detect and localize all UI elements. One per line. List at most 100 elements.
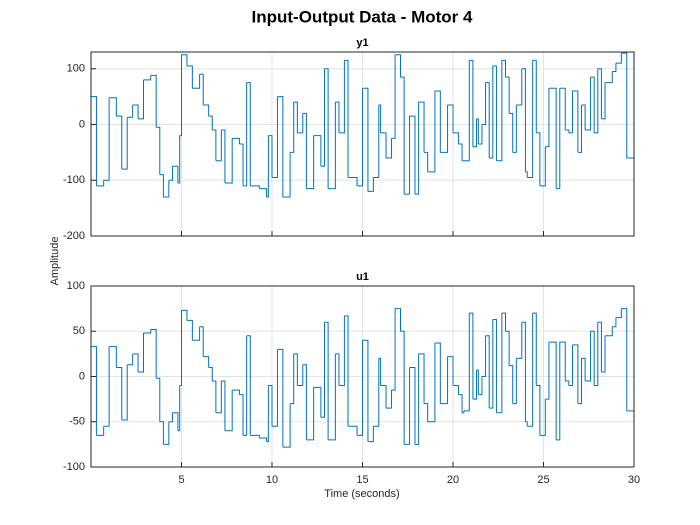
step-segment — [181, 309, 188, 321]
step-segment — [203, 356, 210, 368]
step-segment — [159, 174, 164, 197]
step-segment — [199, 73, 204, 105]
figure-title: Input-Output Data - Motor 4 — [252, 7, 474, 26]
series — [91, 308, 634, 448]
step-segment — [505, 330, 510, 366]
series — [91, 52, 634, 198]
step-segment — [516, 68, 523, 106]
y-tick-label: -200 — [63, 230, 85, 242]
step-segment — [386, 390, 392, 409]
step-segment — [418, 353, 425, 404]
step-segment — [556, 88, 561, 190]
step-segment — [395, 308, 402, 332]
step-segment — [612, 317, 617, 328]
step-segment — [400, 76, 405, 195]
step-segment — [221, 380, 226, 431]
step-segment — [357, 340, 363, 436]
step-segment — [156, 126, 161, 175]
step-segment — [109, 346, 117, 368]
step-segment — [545, 88, 550, 148]
step-segment — [324, 321, 329, 440]
axes: -100 -50 0 50 100 5 10 15 20 25 30 u1 — [63, 271, 640, 486]
y-axis-label: Amplitude — [49, 237, 61, 286]
y-tick-label: -50 — [69, 416, 85, 428]
step-segment — [168, 412, 173, 423]
subplot-title: u1 — [356, 271, 369, 283]
step-segment — [548, 87, 557, 189]
step-segment — [585, 331, 592, 382]
step-segment — [266, 135, 269, 198]
step-segment — [335, 101, 340, 133]
step-segment — [404, 116, 411, 195]
step-segment — [243, 335, 248, 436]
step-segment — [463, 313, 470, 412]
step-segment — [621, 308, 628, 411]
step-segment — [362, 87, 369, 192]
step-segment — [481, 82, 487, 125]
step-segment — [512, 358, 517, 405]
step-segment — [556, 342, 561, 441]
y-tick-label: -100 — [63, 174, 85, 186]
step-segment — [335, 353, 340, 386]
step-segment — [525, 421, 528, 427]
step-segment — [505, 76, 510, 114]
step-segment — [96, 426, 105, 436]
step-segment — [306, 387, 315, 441]
step-segment — [172, 412, 179, 431]
step-segment — [96, 180, 105, 187]
step-segment — [239, 143, 244, 186]
step-segment — [527, 60, 534, 178]
step-segment — [577, 358, 583, 405]
step-segment — [478, 124, 483, 145]
step-segment — [192, 74, 201, 89]
step-segment — [581, 357, 586, 382]
subplot-title: y1 — [356, 37, 368, 49]
y-tick-label: 0 — [79, 118, 85, 130]
x-tick-label: 25 — [537, 474, 549, 486]
step-segment — [572, 344, 579, 404]
step-segment — [121, 117, 128, 170]
step-segment — [585, 77, 592, 131]
step-segment — [313, 386, 322, 418]
step-segment — [328, 102, 336, 190]
step-segment — [232, 389, 240, 395]
step-segment — [532, 59, 537, 133]
y-tick-label: 0 — [79, 370, 85, 382]
step-segment — [138, 79, 144, 120]
step-segment — [481, 335, 487, 377]
step-segment — [612, 63, 617, 73]
step-segment — [306, 135, 315, 190]
step-segment — [380, 385, 387, 409]
step-segment — [386, 138, 392, 159]
axes: -200 -100 0 100 y1 — [63, 37, 635, 242]
step-segment — [259, 437, 268, 442]
step-segment — [559, 87, 566, 131]
step-segment — [250, 185, 260, 189]
y-tick-label: 50 — [73, 325, 85, 337]
step-segment — [536, 132, 541, 186]
step-segment — [293, 101, 298, 133]
step-segment — [290, 102, 295, 153]
step-segment — [527, 313, 534, 427]
step-segment — [601, 335, 606, 373]
step-segment — [440, 104, 449, 153]
step-segment — [282, 403, 291, 448]
step-segment — [380, 132, 387, 158]
step-segment — [521, 321, 526, 422]
step-segment — [539, 399, 546, 436]
step-segment — [601, 82, 606, 120]
step-segment — [302, 364, 307, 440]
step-segment — [597, 68, 602, 119]
step-segment — [179, 310, 182, 387]
step-segment — [427, 343, 436, 423]
step-segment — [453, 385, 459, 395]
step-segment — [367, 426, 374, 443]
step-segment — [239, 394, 244, 436]
step-segment — [179, 54, 182, 137]
step-segment — [212, 129, 217, 161]
step-segment — [159, 421, 164, 445]
step-segment — [485, 82, 490, 158]
x-tick-label: 5 — [178, 474, 184, 486]
